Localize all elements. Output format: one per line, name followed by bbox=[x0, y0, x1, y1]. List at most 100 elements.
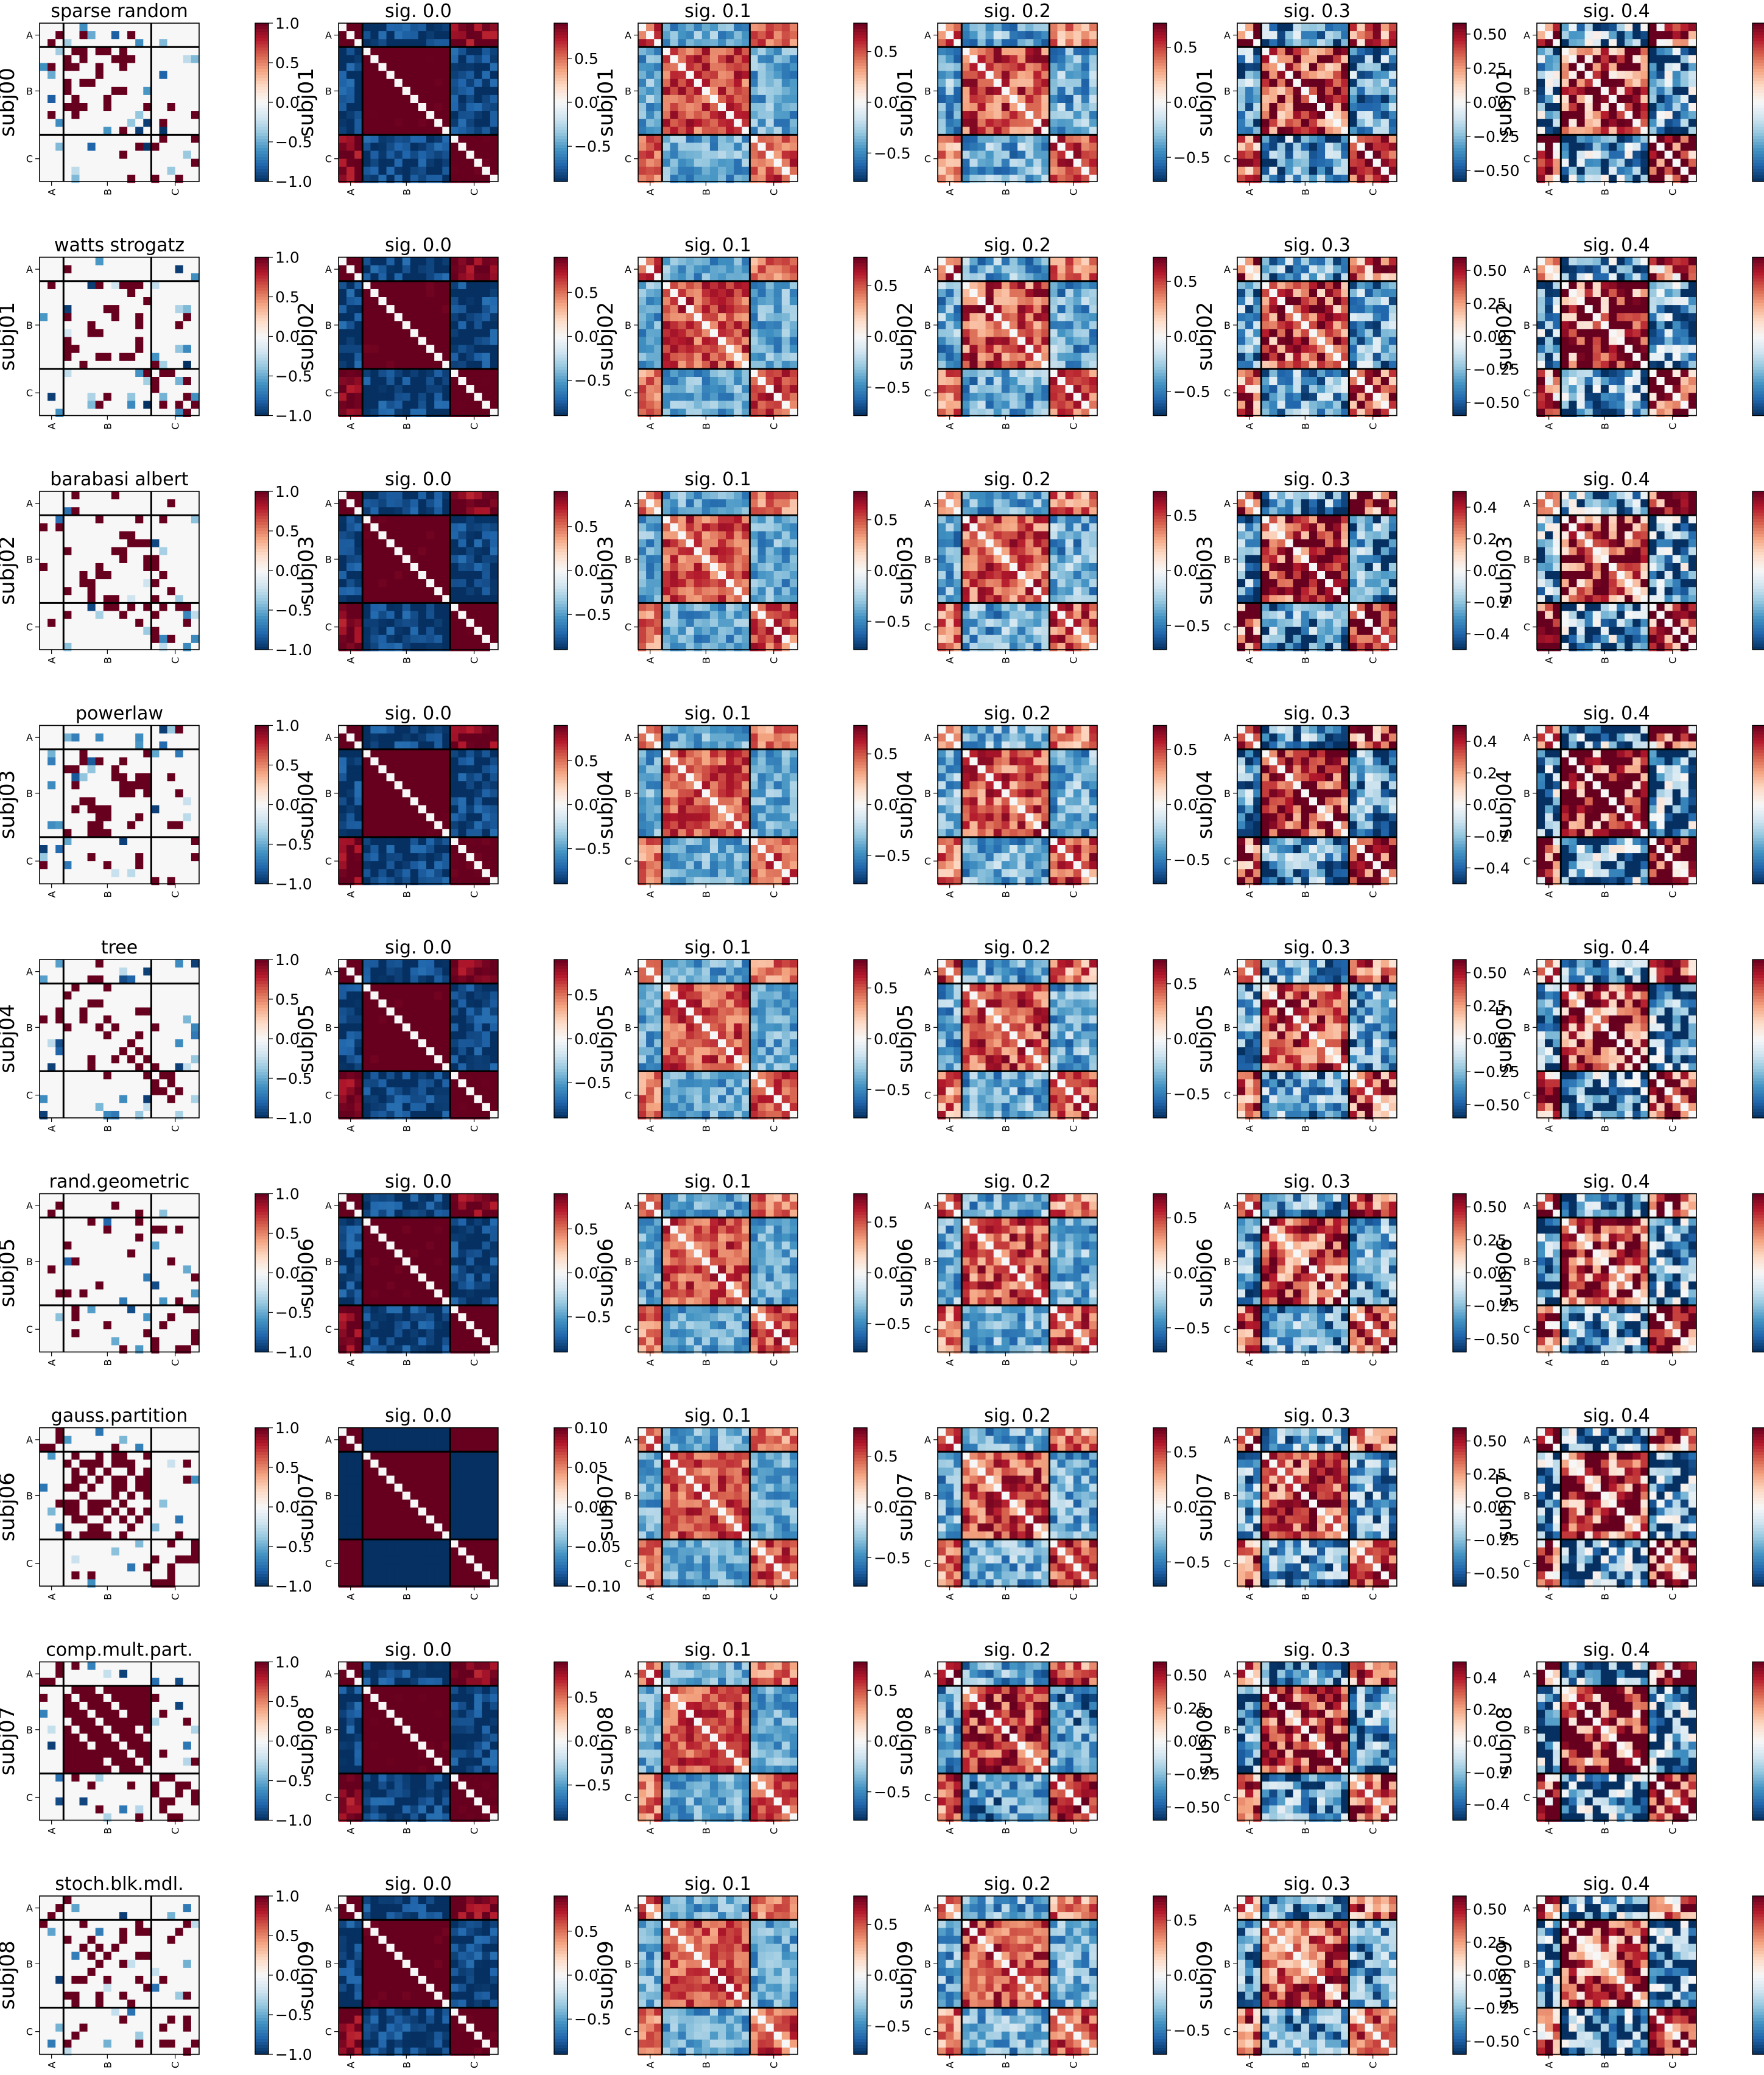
heatmap-cell bbox=[1245, 23, 1254, 32]
heatmap-cell bbox=[378, 79, 387, 88]
heatmap-cell bbox=[1664, 63, 1673, 72]
heatmap-cell bbox=[1545, 23, 1553, 32]
heatmap-cell bbox=[686, 297, 695, 306]
heatmap-cell bbox=[709, 158, 719, 167]
heatmap-cell bbox=[127, 313, 136, 321]
colorbar-segment bbox=[554, 69, 568, 72]
colorbar-segment bbox=[854, 324, 867, 328]
heatmap-cell bbox=[426, 119, 435, 127]
heatmap-cell bbox=[1656, 55, 1665, 63]
heatmap-cell bbox=[1001, 55, 1010, 63]
heatmap-cell bbox=[143, 111, 152, 119]
heatmap-cell bbox=[726, 150, 734, 160]
heatmap-cell bbox=[1261, 281, 1270, 290]
heatmap-cell bbox=[765, 55, 775, 63]
heatmap-cell bbox=[434, 142, 443, 152]
heatmap-cell bbox=[718, 377, 726, 385]
heatmap-cell bbox=[670, 127, 678, 135]
heatmap-cell bbox=[734, 297, 742, 306]
heatmap-cell bbox=[474, 393, 483, 401]
heatmap-cell bbox=[1648, 150, 1657, 160]
heatmap-cell bbox=[1269, 86, 1277, 96]
heatmap-cell bbox=[95, 321, 104, 329]
y-tick-label: C bbox=[325, 387, 332, 399]
heatmap-cell bbox=[418, 174, 427, 183]
heatmap-cell bbox=[946, 127, 954, 135]
colorbar-segment bbox=[1153, 397, 1167, 401]
heatmap-cell bbox=[977, 142, 986, 152]
heatmap-cell bbox=[418, 142, 427, 152]
colorbar-segment bbox=[1453, 69, 1466, 72]
colorbar-segment bbox=[255, 312, 269, 316]
heatmap-cell bbox=[969, 23, 978, 32]
heatmap-cell bbox=[1009, 127, 1018, 135]
heatmap-cell bbox=[1545, 39, 1553, 47]
heatmap-cell bbox=[55, 337, 64, 346]
heatmap-cell bbox=[63, 79, 72, 88]
heatmap-cell bbox=[1073, 63, 1082, 72]
colorbar-tick-label: −0.5 bbox=[275, 133, 312, 151]
heatmap-cell bbox=[1372, 47, 1382, 55]
heatmap-cell bbox=[1017, 142, 1026, 152]
heatmap-cell bbox=[346, 289, 355, 298]
colorbar-segment bbox=[1153, 360, 1167, 365]
heatmap-cell bbox=[191, 281, 200, 290]
heatmap-cell bbox=[1017, 385, 1026, 393]
heatmap-cell bbox=[159, 150, 168, 160]
heatmap-cell bbox=[79, 111, 88, 119]
heatmap-cell bbox=[127, 166, 136, 175]
heatmap-cell bbox=[63, 297, 72, 306]
x-tick-label: C bbox=[1368, 189, 1379, 195]
colorbar-segment bbox=[554, 357, 568, 362]
heatmap-cell bbox=[370, 305, 379, 314]
heatmap-cell bbox=[1317, 47, 1326, 55]
heatmap-cell bbox=[394, 337, 403, 346]
heatmap-cell bbox=[71, 393, 80, 401]
colorbar-segment bbox=[554, 266, 568, 270]
heatmap-cell bbox=[394, 345, 403, 354]
heatmap-cell bbox=[410, 63, 419, 72]
heatmap-cell bbox=[119, 353, 128, 362]
heatmap-cell bbox=[378, 273, 387, 282]
heatmap-cell bbox=[1672, 63, 1681, 72]
heatmap-cell bbox=[1041, 305, 1050, 314]
colorbar-segment bbox=[1153, 333, 1167, 337]
heatmap-cell bbox=[765, 401, 775, 409]
heatmap-cell bbox=[1357, 297, 1366, 306]
heatmap-cell bbox=[993, 103, 1002, 111]
heatmap-cell bbox=[191, 47, 200, 55]
heatmap-cell bbox=[1325, 71, 1334, 80]
colorbar-segment bbox=[1752, 41, 1764, 45]
heatmap-cell bbox=[985, 94, 994, 104]
heatmap-cell bbox=[119, 127, 128, 135]
y-tick-label: A bbox=[1224, 30, 1231, 41]
heatmap-cell bbox=[442, 166, 451, 175]
heatmap-cell bbox=[434, 23, 443, 32]
heatmap-cell bbox=[742, 289, 750, 298]
heatmap-cell bbox=[1285, 305, 1294, 314]
heatmap-cell bbox=[678, 39, 687, 47]
heatmap-cell bbox=[993, 31, 1002, 40]
heatmap-cell bbox=[183, 31, 192, 40]
heatmap-cell bbox=[686, 119, 695, 127]
heatmap-cell bbox=[370, 142, 379, 152]
heatmap-cell bbox=[1065, 47, 1074, 55]
heatmap-cell bbox=[95, 409, 104, 417]
subject-label: subj00 bbox=[0, 68, 19, 137]
heatmap-cell bbox=[709, 337, 719, 346]
colorbar-segment bbox=[255, 114, 269, 118]
heatmap-cell bbox=[40, 150, 48, 160]
heatmap-cell bbox=[1057, 385, 1066, 393]
heatmap-cell bbox=[55, 166, 64, 175]
heatmap-cell bbox=[701, 377, 711, 385]
heatmap-cell bbox=[55, 63, 64, 72]
heatmap-cell bbox=[339, 119, 347, 127]
heatmap-cell bbox=[1041, 47, 1050, 55]
heatmap-cell bbox=[1325, 265, 1334, 274]
heatmap-cell bbox=[985, 409, 994, 417]
heatmap-cell bbox=[1640, 166, 1649, 175]
heatmap-cell bbox=[1001, 305, 1010, 314]
heatmap-cell bbox=[1017, 119, 1026, 127]
heatmap-cell bbox=[781, 360, 790, 370]
heatmap-cell bbox=[1293, 265, 1302, 274]
